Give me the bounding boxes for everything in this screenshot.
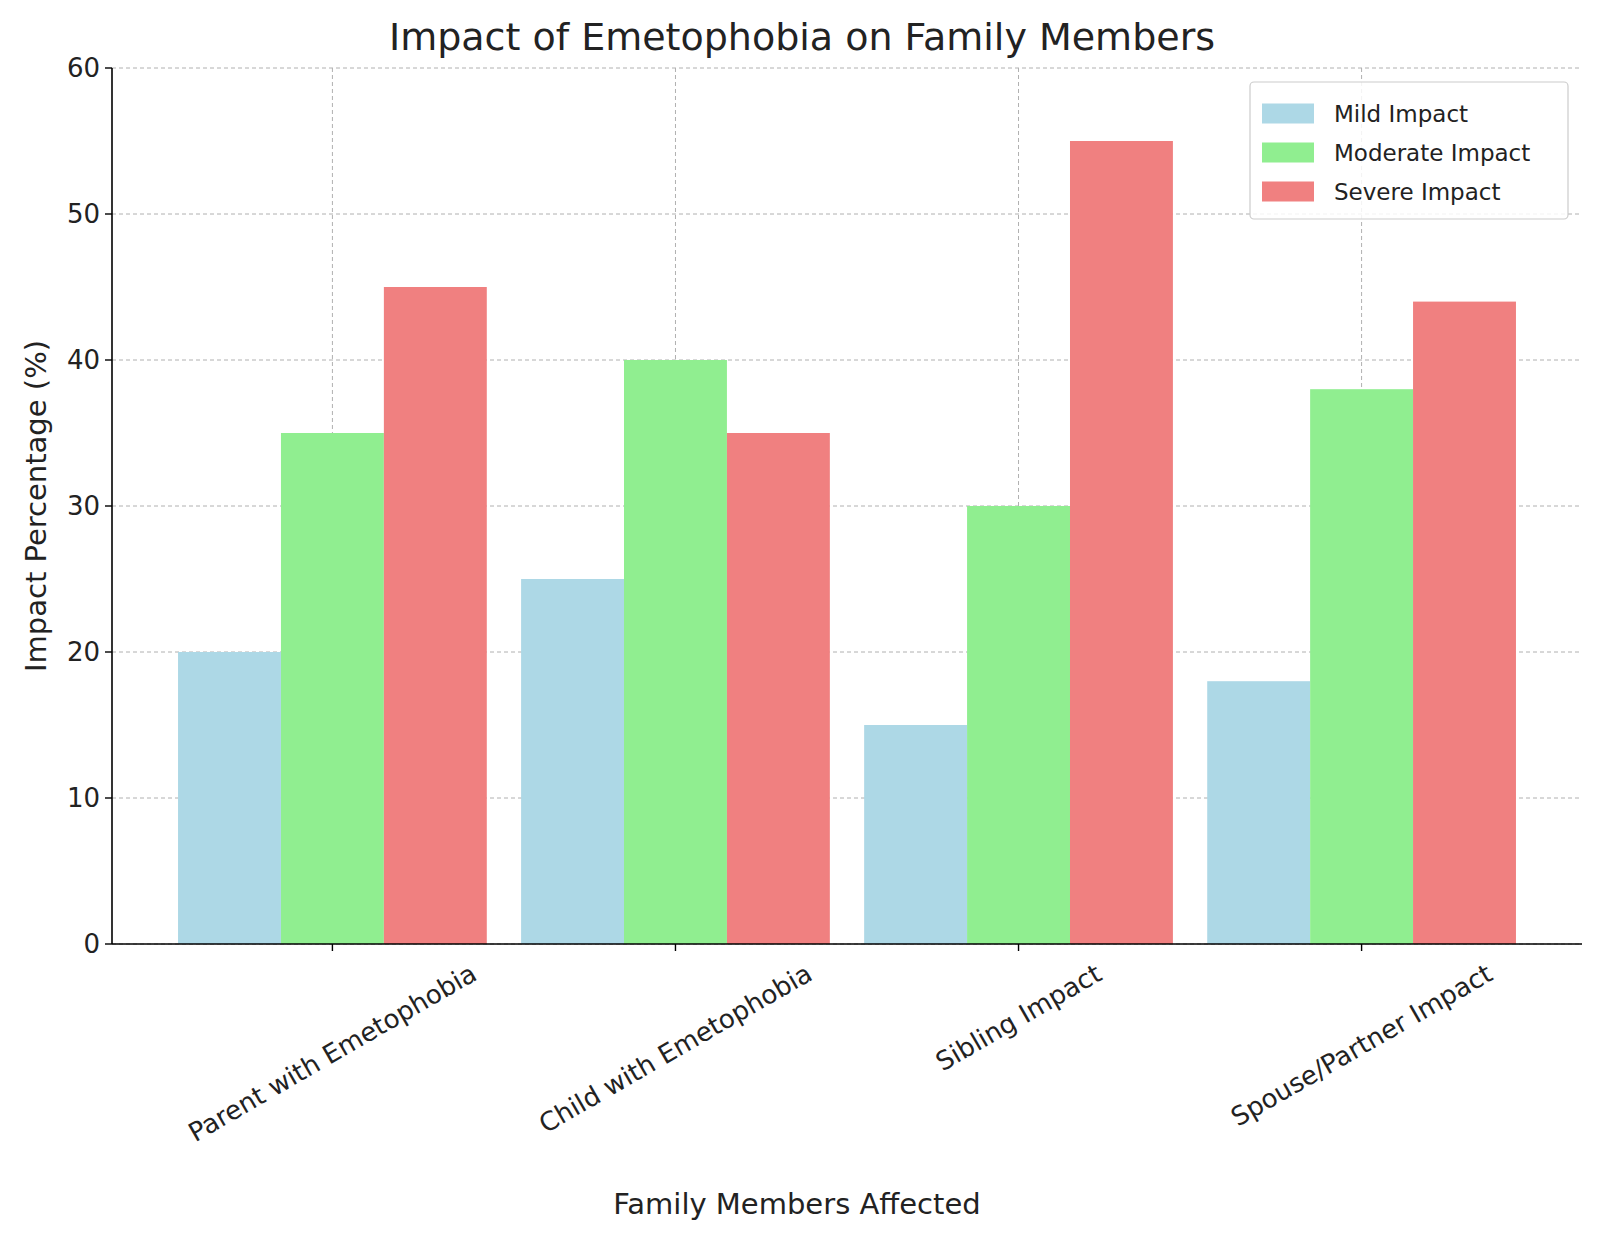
bar [178,652,281,944]
bar [521,579,624,944]
y-tick-label: 50 [67,199,100,229]
legend-label: Mild Impact [1334,101,1468,127]
x-tick [332,944,333,951]
y-tick-label: 60 [67,53,100,83]
x-axis-label: Family Members Affected [613,1187,980,1221]
bar [281,433,384,944]
legend-label: Severe Impact [1334,179,1500,205]
bar [1070,141,1173,944]
legend-swatch [1262,182,1314,202]
title: Impact of Emetophobia on Family Members [389,15,1215,59]
legend-box [1250,82,1568,219]
bar [624,360,727,944]
bars [178,141,1516,944]
bar [727,433,830,944]
legend-label: Moderate Impact [1334,140,1530,166]
bar [967,506,1070,944]
y-tick-label: 20 [67,637,100,667]
x-tick-label: Spouse/Partner Impact [1226,958,1498,1132]
x-tick-label: Sibling Impact [931,958,1107,1077]
y-tick [105,943,112,944]
y-tick-label: 0 [83,929,100,959]
y-tick [105,651,112,652]
x-tick [1018,944,1019,951]
bar [864,725,967,944]
bar [1310,389,1413,944]
y-tick-label: 10 [67,783,100,813]
y-axis-label: Impact Percentage (%) [19,340,53,672]
y-tick [105,213,112,214]
x-tick [675,944,676,951]
grid-line [112,360,1582,361]
y-tick [105,67,112,68]
bar [1207,681,1310,944]
legend-swatch [1262,143,1314,163]
bar [1413,302,1516,944]
y-tick-label: 30 [67,491,100,521]
x-tick-label: Parent with Emetophobia [183,958,481,1148]
legend: Mild Impact Moderate Impact Severe Impact [1250,82,1568,219]
x-tick [1361,944,1362,951]
legend-swatch [1262,104,1314,124]
y-tick [105,797,112,798]
y-tick-label: 40 [67,345,100,375]
chart: 0 10 20 30 40 50 60 Parent with Emetophobia Chil… [0,0,1600,1240]
x-tick-label: Child with Emetophobia [534,958,817,1139]
y-tick [105,359,112,360]
y-tick [105,505,112,506]
bar [384,287,487,944]
